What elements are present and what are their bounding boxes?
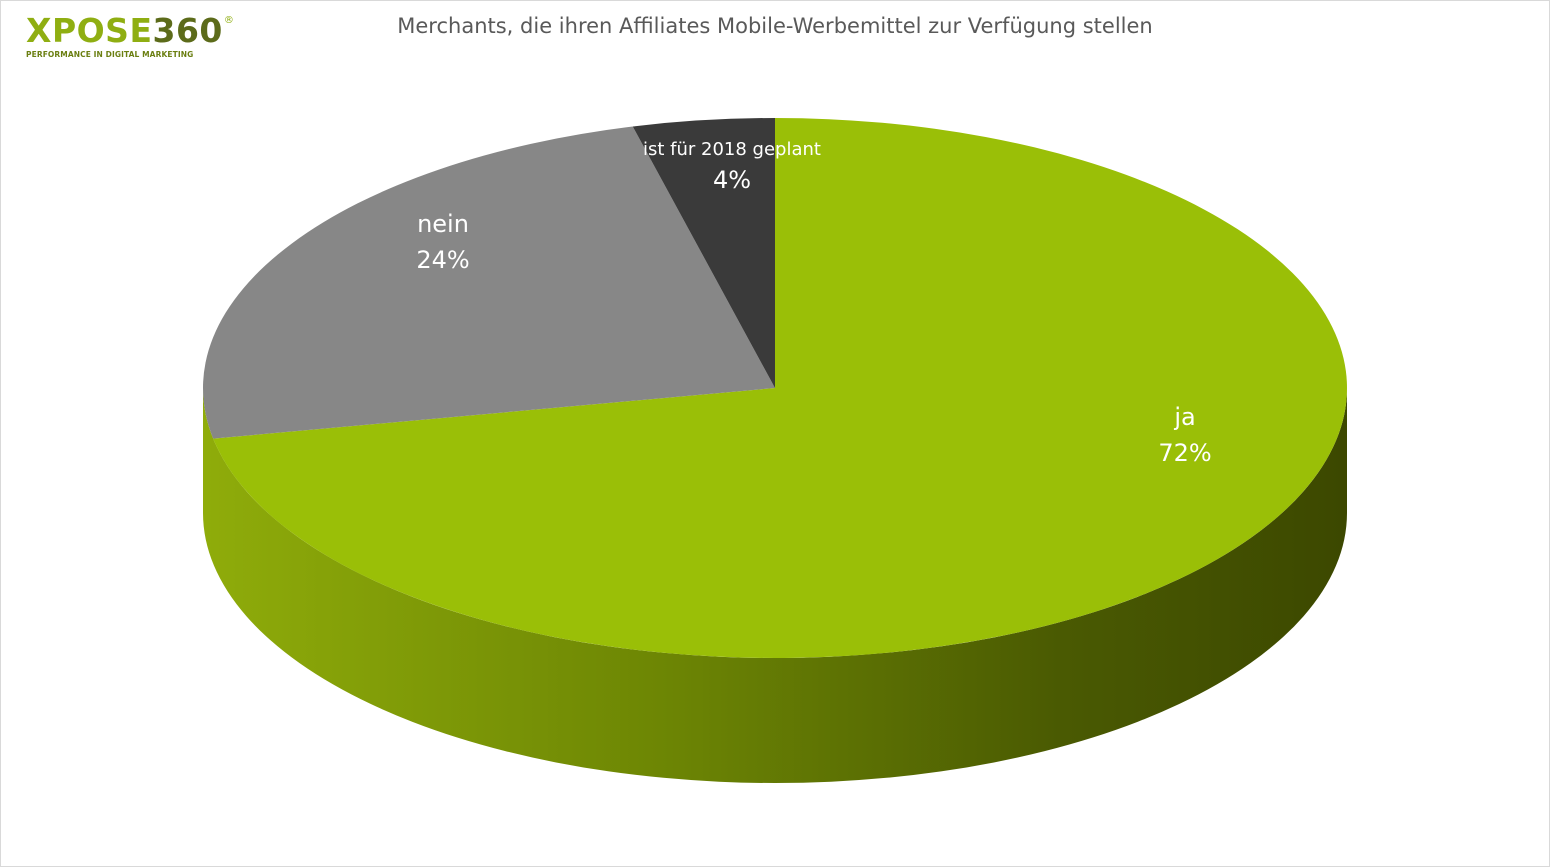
logo-brand-number: 360: [152, 11, 223, 50]
logo-tagline: PERFORMANCE IN DIGITAL MARKETING: [26, 50, 194, 59]
slice-category-label: nein: [417, 210, 469, 238]
slice-category-label: ist für 2018 geplant: [643, 139, 821, 160]
pie-slice-geplant: [632, 118, 775, 388]
logo-brand-text: XPOSE: [26, 11, 153, 50]
slice-percent-label: 72%: [1158, 439, 1211, 467]
logo-registered-mark: ®: [223, 15, 235, 26]
slice-category-label: ja: [1173, 403, 1195, 431]
chart-title: Merchants, die ihren Affiliates Mobile-W…: [397, 14, 1153, 38]
xpose360-logo: XPOSE360® PERFORMANCE IN DIGITAL MARKETI…: [26, 14, 234, 59]
pie-slice-nein: [202, 126, 776, 439]
pie-slice-ja: [213, 118, 1347, 659]
slice-percent-label: 4%: [713, 166, 751, 194]
pie-side-ja: [203, 388, 1347, 783]
slice-percent-label: 24%: [416, 246, 469, 274]
